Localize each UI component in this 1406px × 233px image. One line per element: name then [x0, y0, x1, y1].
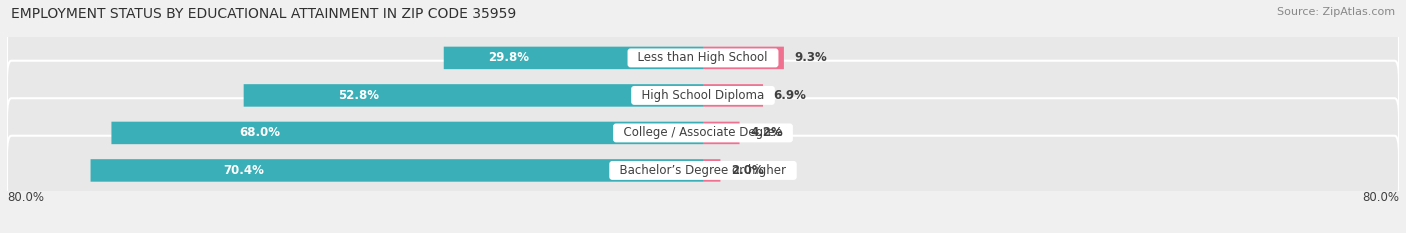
FancyBboxPatch shape	[703, 47, 785, 69]
FancyBboxPatch shape	[703, 84, 763, 107]
FancyBboxPatch shape	[243, 84, 703, 107]
FancyBboxPatch shape	[111, 122, 703, 144]
Text: Source: ZipAtlas.com: Source: ZipAtlas.com	[1277, 7, 1395, 17]
Text: 80.0%: 80.0%	[7, 191, 44, 204]
FancyBboxPatch shape	[7, 98, 1399, 168]
Text: 4.2%: 4.2%	[749, 127, 783, 139]
Text: 70.4%: 70.4%	[224, 164, 264, 177]
Text: Bachelor’s Degree or higher: Bachelor’s Degree or higher	[612, 164, 794, 177]
Text: 52.8%: 52.8%	[337, 89, 380, 102]
FancyBboxPatch shape	[7, 136, 1399, 205]
Text: 2.0%: 2.0%	[731, 164, 763, 177]
FancyBboxPatch shape	[444, 47, 703, 69]
FancyBboxPatch shape	[703, 159, 720, 182]
Text: 29.8%: 29.8%	[488, 51, 529, 64]
Text: EMPLOYMENT STATUS BY EDUCATIONAL ATTAINMENT IN ZIP CODE 35959: EMPLOYMENT STATUS BY EDUCATIONAL ATTAINM…	[11, 7, 516, 21]
Text: 68.0%: 68.0%	[239, 127, 280, 139]
Text: 9.3%: 9.3%	[794, 51, 827, 64]
Text: 80.0%: 80.0%	[1362, 191, 1399, 204]
FancyBboxPatch shape	[7, 23, 1399, 93]
FancyBboxPatch shape	[7, 61, 1399, 130]
Text: Less than High School: Less than High School	[630, 51, 776, 64]
Text: College / Associate Degree: College / Associate Degree	[616, 127, 790, 139]
FancyBboxPatch shape	[703, 122, 740, 144]
FancyBboxPatch shape	[90, 159, 703, 182]
Text: High School Diploma: High School Diploma	[634, 89, 772, 102]
Text: 6.9%: 6.9%	[773, 89, 807, 102]
